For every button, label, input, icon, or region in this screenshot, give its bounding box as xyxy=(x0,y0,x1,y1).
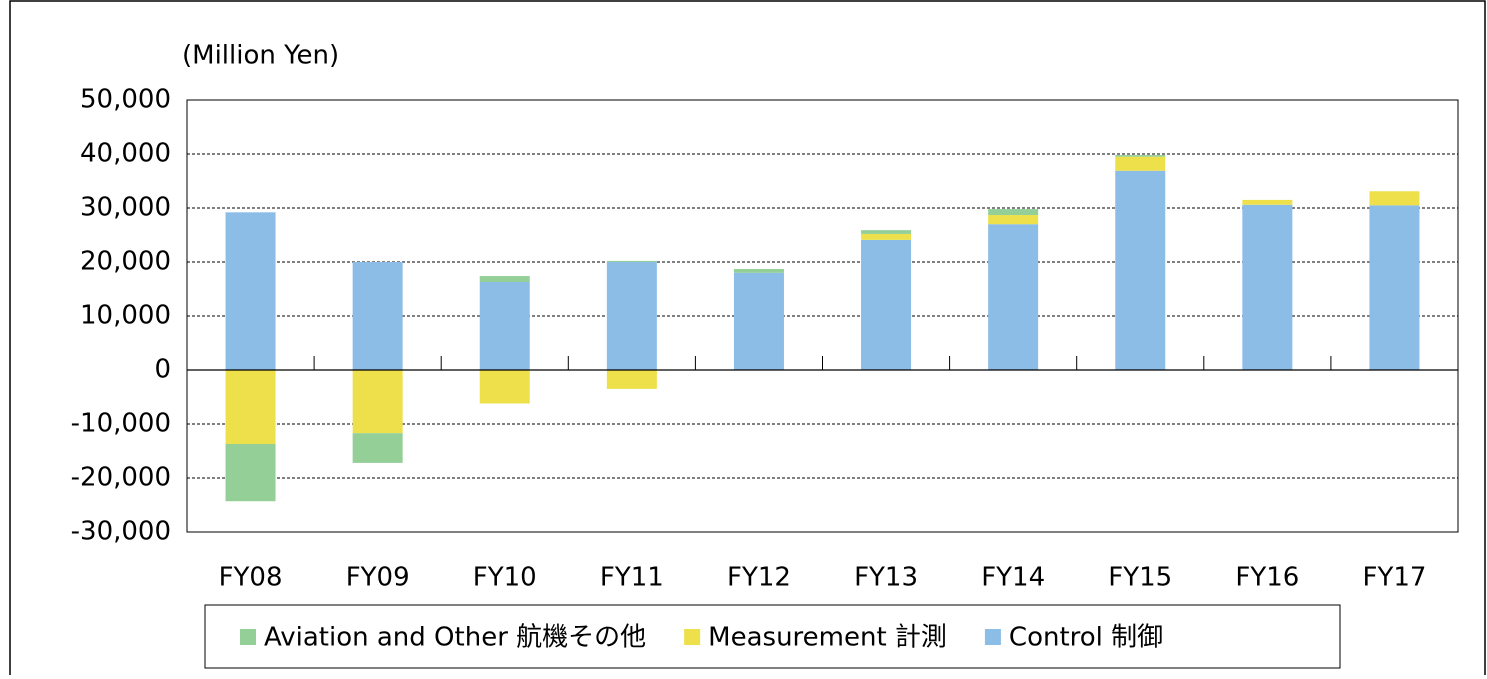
y-tick-label: 40,000 xyxy=(80,139,171,169)
bar-segment xyxy=(1115,156,1166,171)
bar-segment xyxy=(988,215,1039,225)
bar-segment xyxy=(1115,170,1166,370)
x-tick-label: FY09 xyxy=(346,563,410,593)
y-tick-label: 10,000 xyxy=(80,301,171,331)
bar-segment xyxy=(606,260,657,262)
bar-segment xyxy=(1369,205,1420,370)
bar-segment xyxy=(606,262,657,370)
y-tick-label: 20,000 xyxy=(80,247,171,277)
plot-area xyxy=(186,99,1459,533)
bar-segment xyxy=(861,239,912,370)
bar-segment xyxy=(988,224,1039,370)
y-tick-label: -30,000 xyxy=(71,517,171,547)
bar-segment xyxy=(733,272,784,370)
bar-segment xyxy=(352,433,403,463)
bar-segment xyxy=(1242,199,1293,205)
bar-segment xyxy=(1115,155,1166,157)
x-tick-label: FY12 xyxy=(727,563,791,593)
x-tick-label: FY11 xyxy=(600,563,664,593)
legend-swatch xyxy=(240,629,256,645)
legend-swatch xyxy=(984,629,1001,645)
legend-label: Aviation and Other 航機その他 xyxy=(264,623,646,653)
y-axis-label: (Million Yen) xyxy=(182,41,339,71)
bar-segment xyxy=(225,443,276,502)
y-tick-label: 0 xyxy=(154,355,171,385)
bar-segment xyxy=(479,276,530,282)
x-tick-label: FY17 xyxy=(1362,563,1426,593)
y-tick-label: 30,000 xyxy=(80,193,171,223)
x-tick-label: FY15 xyxy=(1108,563,1172,593)
bar-segment xyxy=(988,209,1039,216)
bar-segment xyxy=(352,262,403,370)
bar-segment xyxy=(1242,204,1293,370)
bar-segment xyxy=(861,233,912,240)
bar-segment xyxy=(352,370,403,434)
bar-segment xyxy=(861,230,912,234)
legend-swatch xyxy=(684,629,701,645)
x-tick-label: FY14 xyxy=(981,563,1045,593)
bar-segment xyxy=(479,370,530,404)
y-tick-label: 50,000 xyxy=(80,85,171,115)
x-tick-label: FY10 xyxy=(473,563,537,593)
bar-segment xyxy=(225,212,276,370)
legend-label: Measurement 計測 xyxy=(708,623,947,653)
bar-segment xyxy=(1369,191,1420,206)
bar-segment xyxy=(733,269,784,273)
bar-segment xyxy=(479,281,530,370)
x-tick-label: FY08 xyxy=(219,563,283,593)
bar-segment xyxy=(606,370,657,389)
y-tick-label: -10,000 xyxy=(71,409,171,439)
legend-box xyxy=(204,604,1341,669)
frame xyxy=(9,0,1486,679)
bar-segment xyxy=(225,370,276,444)
legend-label: Control 制御 xyxy=(1009,623,1163,653)
x-tick-label: FY16 xyxy=(1235,563,1299,593)
y-tick-label: -20,000 xyxy=(71,463,171,493)
x-tick-label: FY13 xyxy=(854,563,918,593)
